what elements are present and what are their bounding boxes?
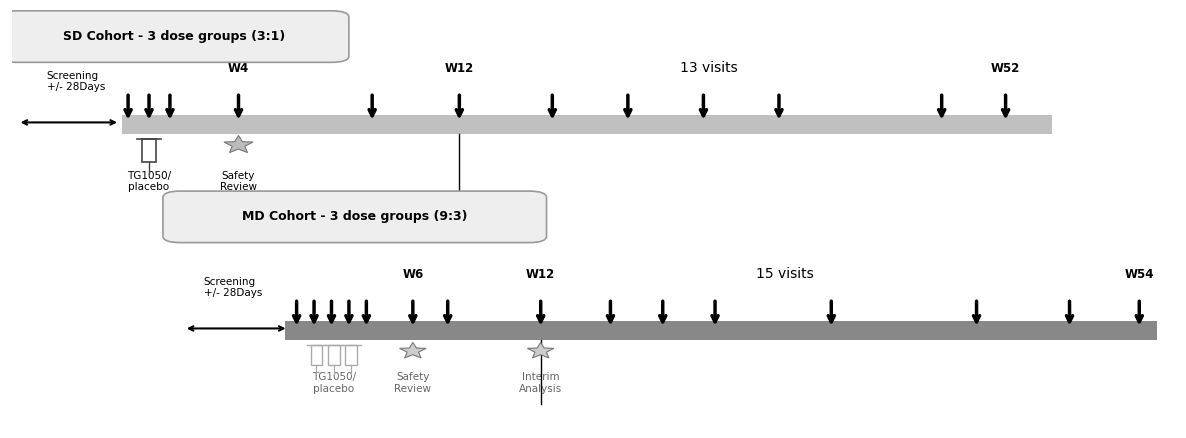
Text: 13 visits: 13 visits <box>681 61 738 75</box>
Text: W4: W4 <box>228 62 249 75</box>
Polygon shape <box>400 343 426 358</box>
Text: Safety
Review: Safety Review <box>395 372 432 394</box>
Bar <box>311 345 323 365</box>
Text: Interim
Analysis: Interim Analysis <box>519 372 562 394</box>
Bar <box>285 321 1156 340</box>
Text: MD Cohort - 3 dose groups (9:3): MD Cohort - 3 dose groups (9:3) <box>242 210 467 223</box>
Text: W52: W52 <box>991 62 1020 75</box>
Bar <box>142 138 157 162</box>
Bar <box>329 345 339 365</box>
Polygon shape <box>224 135 253 152</box>
Text: W12: W12 <box>445 62 474 75</box>
Text: TG1050/
placebo: TG1050/ placebo <box>127 171 171 192</box>
Text: W6: W6 <box>402 268 423 281</box>
Bar <box>345 345 357 365</box>
Text: W54: W54 <box>1124 268 1154 281</box>
Bar <box>122 115 1052 134</box>
Text: 15 visits: 15 visits <box>755 267 814 281</box>
FancyBboxPatch shape <box>162 191 547 243</box>
Text: Screening
+/- 28Days: Screening +/- 28Days <box>204 277 262 298</box>
Text: SD Cohort - 3 dose groups (3:1): SD Cohort - 3 dose groups (3:1) <box>64 30 286 43</box>
Text: Screening
+/- 28Days: Screening +/- 28Days <box>46 71 106 92</box>
Text: Safety
Review: Safety Review <box>221 171 257 192</box>
Polygon shape <box>528 343 554 358</box>
Text: TG1050/
placebo: TG1050/ placebo <box>312 372 356 394</box>
Text: W12: W12 <box>527 268 555 281</box>
FancyBboxPatch shape <box>0 11 349 62</box>
